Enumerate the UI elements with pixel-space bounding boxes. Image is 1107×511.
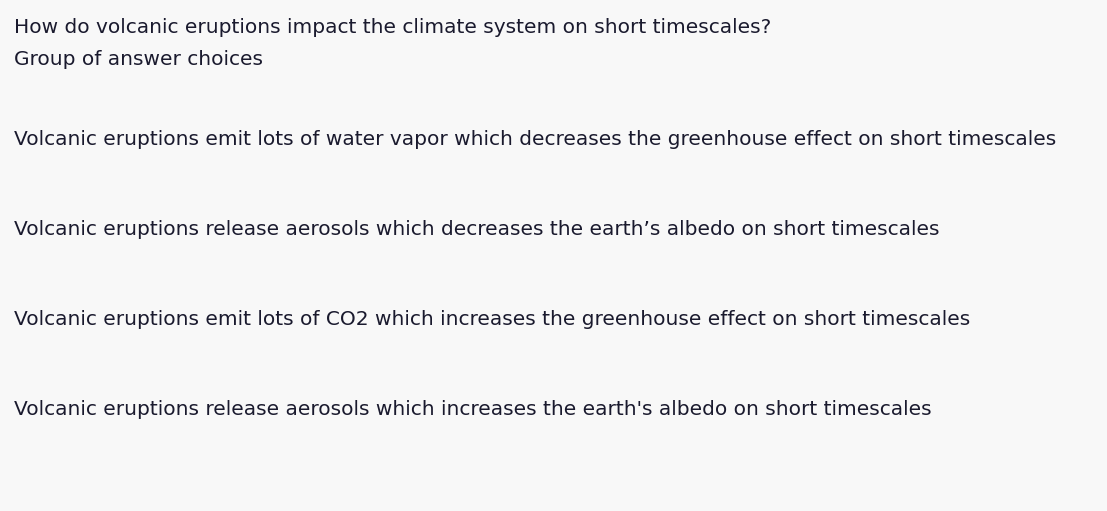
Text: Group of answer choices: Group of answer choices <box>14 50 263 69</box>
Text: Volcanic eruptions emit lots of water vapor which decreases the greenhouse effec: Volcanic eruptions emit lots of water va… <box>14 130 1056 149</box>
Text: Volcanic eruptions emit lots of CO2 which increases the greenhouse effect on sho: Volcanic eruptions emit lots of CO2 whic… <box>14 310 970 329</box>
Text: How do volcanic eruptions impact the climate system on short timescales?: How do volcanic eruptions impact the cli… <box>14 18 772 37</box>
Text: Volcanic eruptions release aerosols which decreases the earth’s albedo on short : Volcanic eruptions release aerosols whic… <box>14 220 940 239</box>
Text: Volcanic eruptions release aerosols which increases the earth's albedo on short : Volcanic eruptions release aerosols whic… <box>14 400 932 419</box>
